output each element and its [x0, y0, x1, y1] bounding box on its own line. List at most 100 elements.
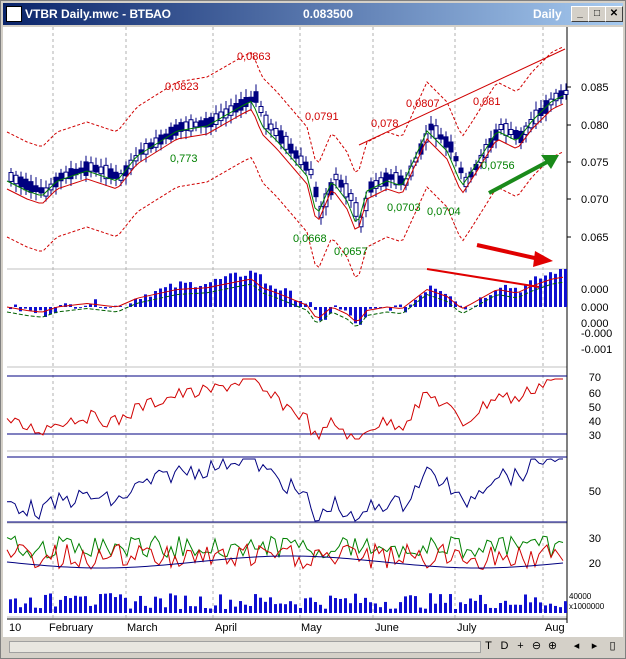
- macd-histogram-bar: [89, 304, 92, 307]
- zoom-in-button[interactable]: ⊕: [547, 640, 558, 652]
- scroll-left-button[interactable]: ◂: [573, 640, 580, 652]
- macd-histogram-bar: [374, 307, 377, 309]
- chart-area[interactable]: 0,0823 0,0863 0,0791 0,078 0,0807 0,081 0,773 0…: [3, 27, 623, 637]
- x-axis-label-10: 10: [9, 622, 21, 634]
- bottom-toolbar: T D + ⊖ ⊕ ◂ ▸ ▯: [3, 637, 623, 656]
- volume-bar: [524, 594, 527, 613]
- candle-body: [503, 123, 509, 136]
- candle-body: [448, 141, 454, 153]
- volume-bar: [174, 595, 177, 613]
- candle-body: [228, 105, 234, 116]
- volume-bar: [244, 604, 247, 613]
- volume-bar: [439, 594, 442, 613]
- page-button[interactable]: ▯: [609, 640, 616, 652]
- candle-body: [143, 143, 149, 155]
- toolbar-d-button[interactable]: D: [500, 640, 509, 652]
- rsi-axis-label: 70: [589, 372, 601, 384]
- volume-bar: [224, 608, 227, 613]
- maximize-button[interactable]: □: [588, 6, 606, 22]
- volume-bar: [144, 605, 147, 613]
- macd-histogram-bar: [464, 307, 467, 310]
- horizontal-scrollbar[interactable]: [9, 641, 481, 653]
- candle-body: [358, 216, 364, 228]
- macd-histogram-bar: [84, 305, 87, 307]
- macd-histogram-bar: [54, 307, 57, 314]
- candle-body: [198, 120, 204, 128]
- volume-bar: [404, 596, 407, 613]
- candle-body: [368, 181, 374, 193]
- volume-bar: [489, 607, 492, 613]
- volume-bar: [189, 606, 192, 613]
- macd-histogram-bar: [409, 304, 412, 307]
- volume-bar: [119, 594, 122, 613]
- x-axis-label-february: February: [49, 622, 94, 634]
- toolbar-t-button[interactable]: T: [485, 640, 492, 652]
- price-axis-label: 0.065: [581, 232, 609, 244]
- zoom-out-button[interactable]: ⊖: [531, 640, 542, 652]
- candle-body: [28, 181, 34, 193]
- candle-body: [78, 167, 84, 174]
- volume-bar: [229, 599, 232, 613]
- macd-histogram-bar: [359, 307, 362, 325]
- crosshair-button[interactable]: +: [517, 640, 524, 652]
- macd-histogram-bar: [424, 292, 427, 307]
- macd-histogram-bar: [549, 272, 552, 307]
- short-moving-average-line: [6, 95, 564, 222]
- candle-body: [513, 130, 519, 139]
- price-annotation-low: 0,0657: [334, 246, 368, 258]
- candle-body: [518, 130, 524, 144]
- candle-body: [13, 174, 19, 185]
- macd-histogram-bar: [149, 296, 152, 307]
- title-bar[interactable]: VTBR Daily.mwc - ВТБАО 0.083500 Daily _ …: [3, 3, 623, 25]
- macd-histogram-bar: [344, 307, 347, 311]
- macd-histogram-bar: [309, 302, 312, 307]
- volume-bar: [69, 598, 72, 613]
- volume-bar: [314, 602, 317, 613]
- candle-body: [258, 105, 264, 114]
- macd-histogram-bar: [544, 275, 547, 307]
- volume-bar: [14, 598, 17, 613]
- close-button[interactable]: ✕: [605, 6, 623, 22]
- volume-bar: [324, 608, 327, 613]
- volume-bar: [369, 602, 372, 613]
- volume-bar: [159, 598, 162, 613]
- macd-histogram-bar: [169, 283, 172, 307]
- candle-body: [98, 166, 104, 175]
- candle-body: [438, 134, 444, 140]
- candle-body: [113, 171, 119, 179]
- macd-axis-label: -0.001: [581, 344, 612, 356]
- candle-body: [378, 177, 384, 187]
- macd-histogram-bar: [129, 303, 132, 307]
- volume-bar: [344, 598, 347, 613]
- scroll-right-button[interactable]: ▸: [591, 640, 598, 652]
- volume-bar: [564, 601, 567, 613]
- price-annotation-high: 0,081: [473, 96, 501, 108]
- chart-svg[interactable]: 0,0823 0,0863 0,0791 0,078 0,0807 0,081 0,773 0…: [3, 27, 623, 637]
- candle-body: [133, 155, 139, 162]
- candle-body: [188, 119, 194, 132]
- lower-band-line: [6, 151, 564, 278]
- macd-histogram-bar: [279, 290, 282, 307]
- period-label: Daily: [533, 7, 562, 21]
- macd-histogram-bar: [184, 282, 187, 307]
- price-axis-label: 0.075: [581, 157, 609, 169]
- volume-bar: [274, 604, 277, 613]
- volume-bar: [284, 604, 287, 613]
- macd-histogram-bar: [284, 288, 287, 307]
- candle-body: [523, 125, 529, 136]
- volume-bar: [494, 608, 497, 613]
- volume-bar: [339, 598, 342, 613]
- volume-bar: [74, 595, 77, 613]
- macd-histogram-bar: [299, 300, 302, 307]
- minimize-button[interactable]: _: [571, 6, 589, 22]
- macd-line: [6, 276, 564, 322]
- volume-bar: [454, 608, 457, 613]
- candle-body: [153, 137, 159, 148]
- macd-histogram-bar: [559, 269, 562, 307]
- candle-body: [353, 202, 359, 217]
- dmi-axis-label: 30: [589, 533, 601, 545]
- dmi-axis-label: 20: [589, 558, 601, 570]
- x-axis-label-july: July: [457, 622, 477, 634]
- macd-histogram-bar: [209, 282, 212, 307]
